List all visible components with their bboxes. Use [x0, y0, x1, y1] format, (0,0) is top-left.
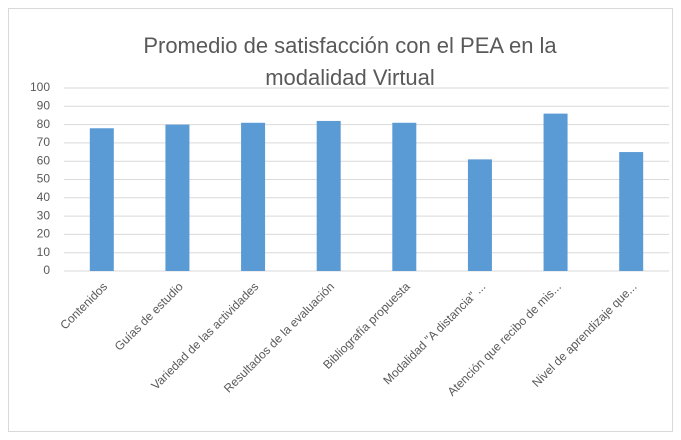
y-tick-label: 100 [30, 80, 50, 94]
bar [392, 122, 417, 272]
y-tick-label: 90 [37, 98, 51, 112]
y-tick-label: 10 [37, 245, 51, 259]
y-tick-label: 70 [37, 135, 51, 149]
y-tick-label: 50 [37, 172, 51, 186]
y-tick-label: 60 [37, 153, 51, 167]
bar [89, 128, 114, 271]
y-tick-label: 40 [37, 190, 51, 204]
y-tick-label: 0 [43, 263, 50, 277]
y-tick-label: 20 [37, 227, 51, 241]
y-tick-label: 30 [37, 208, 51, 222]
bar [316, 120, 341, 271]
bar [543, 113, 568, 272]
bar [467, 159, 492, 271]
chart-title: Promedio de satisfacción con el PEA en l… [143, 33, 557, 90]
y-tick-label: 80 [37, 117, 51, 131]
bar [165, 124, 190, 271]
bar [619, 152, 644, 271]
bar [241, 122, 266, 272]
